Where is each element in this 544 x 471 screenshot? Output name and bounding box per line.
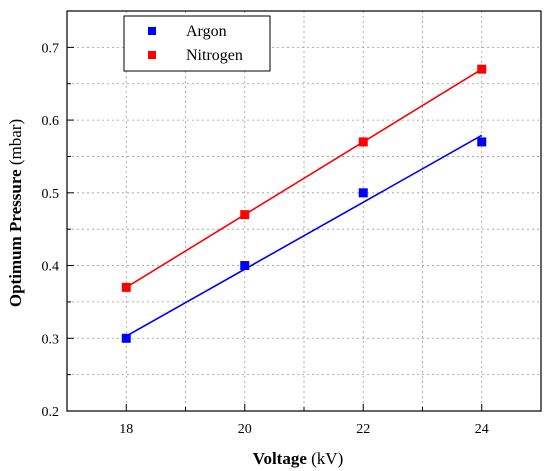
y-tick-label: 0.5 <box>42 187 60 202</box>
argon-data-point <box>121 333 131 343</box>
y-axis-title-unit: (mbar) <box>6 119 25 170</box>
legend-label-argon: Argon <box>186 23 227 40</box>
legend-marker-nitrogen <box>148 51 156 59</box>
nitrogen-data-point <box>240 210 250 220</box>
legend-box <box>123 15 271 72</box>
argon-data-point <box>358 188 368 198</box>
y-axis-title-main: Optimum Pressure <box>6 169 25 307</box>
nitrogen-data-point <box>358 137 368 147</box>
legend-marker-argon <box>148 27 156 35</box>
x-tick-label: 24 <box>475 422 489 437</box>
y-tick-label: 0.7 <box>42 41 60 56</box>
legend-label-nitrogen: Nitrogen <box>186 47 243 64</box>
x-axis-title: Voltage (kV) <box>253 449 344 468</box>
legend: Argon Nitrogen <box>123 15 271 72</box>
nitrogen-data-point <box>477 64 487 74</box>
data-points <box>121 64 487 343</box>
grid <box>67 11 541 411</box>
y-tick-label: 0.2 <box>42 405 60 420</box>
tick-labels: 18 20 22 24 0.2 0.3 0.4 0.5 0.6 0.7 <box>42 41 489 437</box>
argon-data-point <box>477 137 487 147</box>
nitrogen-fit-line <box>125 68 483 289</box>
x-tick-label: 20 <box>238 422 252 437</box>
argon-data-point <box>240 261 250 271</box>
x-tick-label: 18 <box>119 422 133 437</box>
y-axis-title: Optimum Pressure (mbar) <box>6 119 25 307</box>
y-tick-label: 0.3 <box>42 332 60 347</box>
nitrogen-data-point <box>121 282 131 292</box>
x-axis-title-unit: (kV) <box>307 449 343 468</box>
y-tick-label: 0.6 <box>42 114 60 129</box>
axis-ticks <box>66 10 542 412</box>
argon-fit-line <box>125 134 483 337</box>
x-axis-title-main: Voltage <box>253 449 308 468</box>
x-tick-label: 22 <box>356 422 370 437</box>
fit-lines <box>125 68 483 337</box>
y-tick-label: 0.4 <box>42 260 60 275</box>
